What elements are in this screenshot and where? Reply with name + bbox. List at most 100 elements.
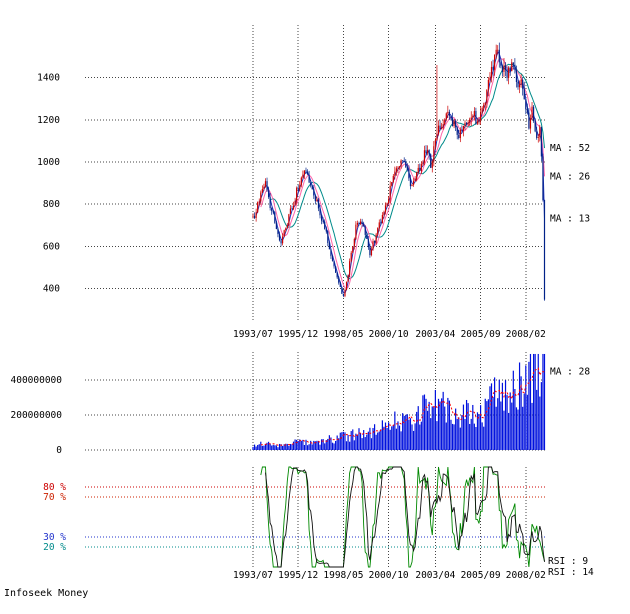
date-tick-label: 1998/05: [323, 570, 363, 581]
candle-body: [411, 184, 413, 187]
candle-body: [355, 224, 357, 239]
volume-bar: [458, 417, 460, 450]
volume-bar: [518, 362, 521, 450]
candle-body: [314, 195, 316, 202]
date-tick-label: 1993/07: [233, 570, 273, 581]
candle-body: [405, 161, 407, 167]
volume-bar: [313, 440, 315, 450]
rsi-label: RSI : 14: [548, 567, 594, 578]
candle-body: [302, 174, 304, 178]
volume-bar: [461, 415, 463, 450]
candle-body: [531, 106, 533, 119]
candle-body: [417, 167, 419, 173]
volume-bar: [299, 439, 301, 450]
candle-body: [311, 185, 313, 190]
volume-bar: [448, 400, 451, 450]
candle-body: [503, 65, 505, 72]
candle-body: [495, 49, 497, 55]
volume-bar: [306, 445, 309, 450]
candle-body: [420, 163, 422, 172]
candle-body: [267, 190, 270, 198]
volume-bar: [405, 414, 407, 450]
candle-body: [378, 222, 380, 229]
volume-bar: [464, 418, 466, 450]
volume-bar: [347, 434, 349, 450]
candle-body: [294, 200, 296, 206]
volume-bar: [342, 431, 345, 450]
volume-bar: [543, 353, 546, 450]
volume-bar: [514, 389, 516, 450]
volume-bar: [320, 439, 323, 450]
volume-bar: [511, 402, 513, 450]
rsi-level-label: 20 %: [43, 542, 66, 553]
volume-bar: [522, 406, 524, 450]
candle-body: [320, 215, 323, 221]
candle-body: [419, 167, 421, 172]
candle-body: [540, 127, 542, 157]
candle-body: [414, 179, 416, 182]
site-brand: Infoseek Money: [4, 588, 89, 599]
candle-body: [526, 109, 528, 113]
volume-bar: [283, 444, 285, 450]
volume-bar: [345, 441, 348, 450]
candle-body: [511, 62, 513, 72]
candle-body: [285, 228, 287, 231]
volume-bar: [508, 412, 510, 450]
volume-bar: [420, 421, 422, 450]
candle-body: [384, 205, 387, 213]
candle-body: [364, 226, 366, 235]
volume-bar: [537, 353, 539, 450]
volume-bar: [266, 442, 268, 450]
volume-bar: [377, 432, 379, 450]
candle-body: [341, 287, 343, 294]
candle-body: [255, 212, 257, 218]
volume-bar: [462, 404, 465, 450]
volume-bar: [333, 443, 335, 450]
volume-bar: [255, 446, 257, 450]
volume-bar: [344, 432, 346, 450]
volume-bar: [384, 422, 387, 450]
volume-bar: [275, 445, 277, 450]
candle-body: [494, 54, 496, 70]
candle-body: [456, 127, 458, 135]
candle-body: [391, 182, 393, 186]
volume-bar: [531, 402, 533, 450]
volume-bar: [437, 398, 440, 450]
candle-body: [339, 282, 341, 288]
date-tick-label: 2005/09: [461, 570, 501, 581]
candle-body: [459, 129, 461, 139]
candle-body: [263, 186, 265, 190]
candle-body: [266, 181, 268, 191]
rsi-level-label: 30 %: [43, 532, 66, 543]
volume-bar: [515, 407, 518, 450]
axis-labels: 400 600 800 1000 1200 1400 0 200000000 400000000…: [11, 73, 546, 581]
candle-body: [349, 261, 351, 275]
candle-body: [490, 66, 493, 79]
volume-bar: [336, 435, 338, 450]
candle-body: [462, 125, 465, 131]
candle-body: [481, 107, 483, 113]
volume-bar: [330, 437, 332, 450]
volume-bar: [400, 431, 402, 450]
volume-bar: [411, 424, 413, 450]
candle-body: [506, 69, 508, 78]
candle-body: [497, 49, 499, 51]
candle-body: [470, 117, 472, 121]
candle-body: [264, 181, 267, 187]
volume-bar: [392, 424, 394, 450]
candle-body: [297, 188, 299, 190]
volume-bar: [296, 439, 298, 450]
volume-bar: [481, 422, 483, 450]
candle-body: [383, 212, 385, 215]
volume-bar: [375, 434, 377, 450]
volume-bar: [288, 445, 290, 450]
volume-bar: [386, 428, 388, 450]
rsi-line-9: [260, 466, 545, 568]
volume-bar: [261, 445, 263, 450]
volume-bar: [358, 428, 360, 450]
candle-body: [361, 221, 363, 224]
candle-body: [310, 182, 312, 186]
volume-bar: [395, 428, 398, 450]
date-tick-label: 1993/07: [233, 329, 273, 340]
volume-bar: [389, 429, 391, 450]
